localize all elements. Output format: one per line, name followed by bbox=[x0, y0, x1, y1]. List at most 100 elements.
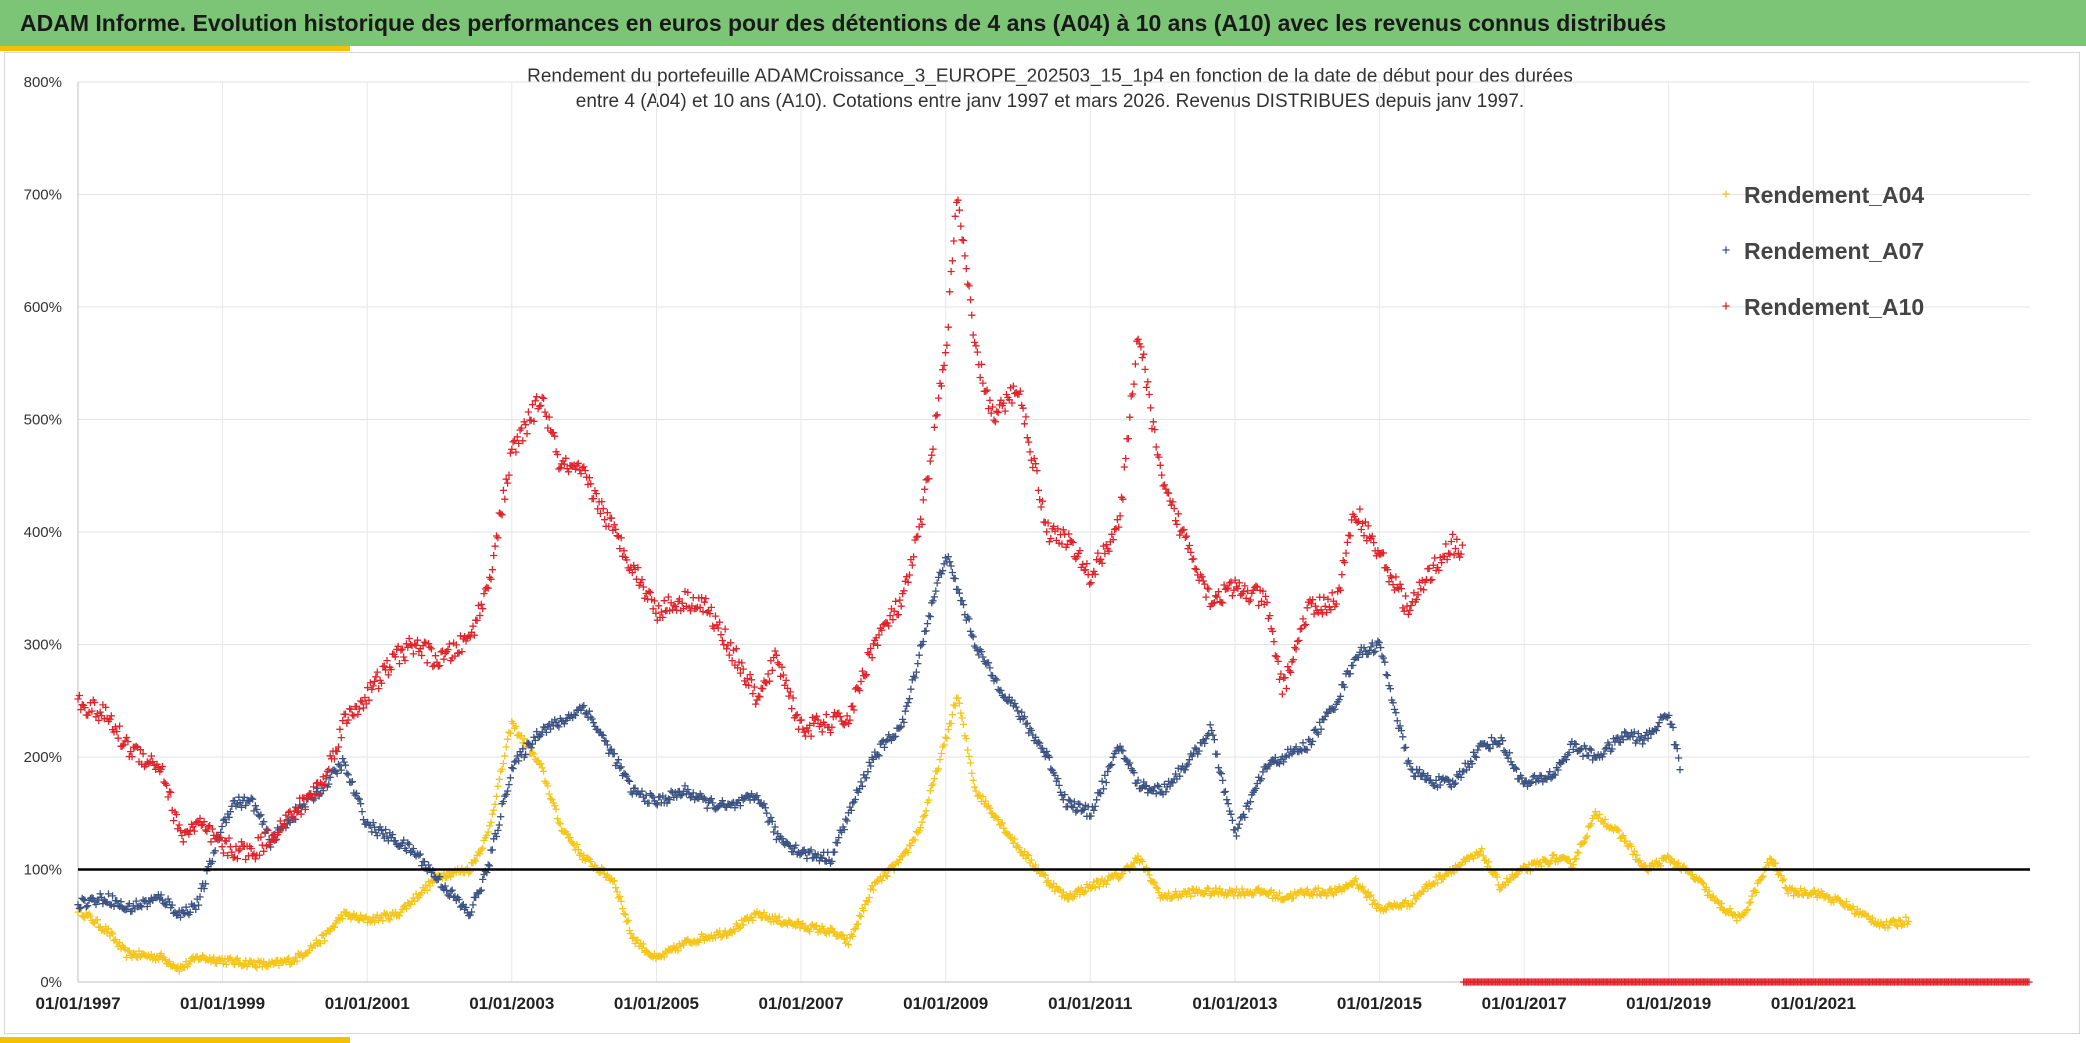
data-point bbox=[577, 470, 585, 478]
data-point bbox=[1113, 516, 1121, 524]
data-point bbox=[1269, 627, 1277, 635]
data-point bbox=[553, 815, 562, 823]
data-point bbox=[1246, 596, 1254, 604]
data-point bbox=[954, 585, 962, 594]
data-point bbox=[1654, 723, 1662, 731]
data-point bbox=[796, 851, 804, 859]
data-point bbox=[588, 715, 596, 723]
data-point bbox=[505, 781, 513, 789]
data-point bbox=[933, 411, 941, 419]
data-point bbox=[488, 566, 496, 574]
data-point bbox=[1147, 404, 1155, 412]
data-point bbox=[1120, 463, 1128, 471]
data-point bbox=[109, 930, 117, 938]
data-point bbox=[1076, 547, 1084, 555]
data-point bbox=[219, 849, 228, 857]
data-point bbox=[1354, 653, 1363, 661]
data-point bbox=[379, 830, 387, 838]
data-point bbox=[1109, 536, 1117, 544]
data-point bbox=[139, 750, 147, 758]
data-point bbox=[172, 810, 180, 819]
data-point bbox=[1149, 418, 1157, 426]
chart-subtitle-line: entre 4 (A04) et 10 ans (A10). Cotations… bbox=[576, 91, 1524, 112]
data-point bbox=[754, 796, 762, 804]
data-point bbox=[1415, 766, 1424, 774]
data-point bbox=[585, 707, 593, 715]
data-point bbox=[1314, 730, 1322, 738]
data-point bbox=[1036, 739, 1044, 747]
data-point bbox=[843, 712, 851, 720]
data-point bbox=[820, 925, 828, 933]
data-point bbox=[1399, 733, 1407, 741]
data-point bbox=[1081, 566, 1090, 574]
data-point bbox=[1713, 897, 1721, 905]
data-point bbox=[625, 777, 634, 785]
data-point bbox=[700, 598, 708, 606]
data-point bbox=[987, 809, 995, 817]
data-point bbox=[1181, 533, 1189, 541]
data-point bbox=[573, 841, 581, 849]
data-point bbox=[1063, 540, 1072, 549]
data-point bbox=[811, 922, 819, 930]
data-point bbox=[1210, 736, 1218, 744]
data-point bbox=[648, 791, 656, 800]
data-point bbox=[1232, 583, 1241, 591]
data-point bbox=[1547, 774, 1555, 782]
data-point bbox=[1201, 580, 1209, 588]
data-point bbox=[1245, 598, 1253, 606]
data-point bbox=[486, 573, 494, 581]
data-point bbox=[233, 954, 241, 962]
data-point bbox=[1192, 565, 1200, 574]
data-point bbox=[673, 793, 681, 801]
data-point bbox=[1266, 760, 1274, 768]
data-point bbox=[208, 825, 216, 833]
data-point bbox=[210, 953, 218, 961]
data-point bbox=[1238, 885, 1246, 893]
data-point bbox=[239, 961, 247, 970]
data-point bbox=[652, 609, 660, 617]
data-point bbox=[255, 851, 264, 859]
data-point bbox=[905, 571, 914, 579]
data-point bbox=[1338, 571, 1346, 579]
data-point bbox=[285, 954, 293, 962]
data-point bbox=[1389, 699, 1397, 707]
data-point bbox=[524, 408, 532, 416]
data-point bbox=[1228, 592, 1236, 600]
data-point bbox=[1137, 784, 1145, 793]
data-point bbox=[413, 636, 422, 644]
data-point bbox=[624, 776, 632, 784]
data-point bbox=[610, 750, 618, 758]
data-point bbox=[1615, 827, 1623, 835]
data-point bbox=[1668, 720, 1676, 728]
data-point bbox=[222, 960, 230, 968]
data-point bbox=[1086, 580, 1094, 588]
data-point bbox=[578, 703, 586, 711]
accent-bar-bottom bbox=[0, 1037, 350, 1043]
data-point bbox=[348, 711, 356, 719]
data-point bbox=[517, 424, 526, 432]
data-point bbox=[96, 708, 104, 716]
data-point bbox=[1655, 719, 1663, 727]
data-point bbox=[700, 794, 708, 802]
data-point bbox=[612, 884, 620, 892]
data-point bbox=[613, 888, 621, 896]
data-point bbox=[441, 882, 449, 890]
data-point bbox=[839, 931, 847, 939]
data-point bbox=[469, 901, 477, 909]
data-point bbox=[530, 417, 538, 425]
data-point bbox=[813, 712, 821, 720]
data-point bbox=[77, 904, 85, 912]
data-point bbox=[185, 830, 193, 838]
data-point bbox=[82, 903, 90, 911]
data-point bbox=[1138, 857, 1146, 866]
data-point bbox=[436, 662, 444, 670]
data-point bbox=[1368, 532, 1376, 540]
data-point bbox=[283, 816, 291, 824]
data-point bbox=[1020, 713, 1029, 721]
data-point bbox=[907, 842, 915, 850]
data-point bbox=[117, 898, 125, 906]
data-point bbox=[504, 479, 512, 487]
data-point bbox=[1112, 869, 1120, 877]
data-point bbox=[862, 774, 871, 782]
data-point bbox=[925, 612, 933, 620]
